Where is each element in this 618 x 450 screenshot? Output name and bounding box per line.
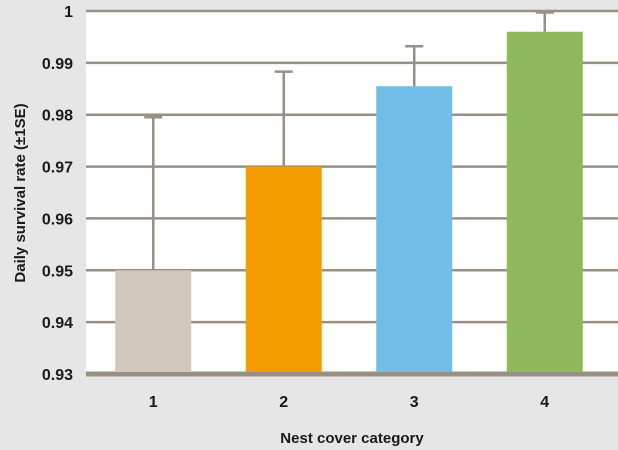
y-tick-label: 0.94	[42, 315, 73, 332]
bars	[115, 31, 583, 372]
x-tick-label: 3	[410, 394, 419, 411]
y-tick-label: 0.93	[42, 367, 73, 384]
bar-2	[245, 166, 322, 372]
y-tick-label: 0.97	[42, 160, 73, 177]
y-tick-label: 0.96	[42, 211, 73, 228]
error-bars	[144, 11, 554, 271]
y-axis-title: Daily survival rate (±1SE)	[12, 103, 29, 282]
y-tick-label: 0.99	[42, 56, 73, 73]
x-axis-title: Nest cover category	[280, 430, 424, 447]
y-tick-labels: 0.93 0.94 0.95 0.96 0.97 0.98 0.99 1	[42, 4, 73, 384]
x-tick-labels: 1 2 3 4	[149, 394, 550, 411]
y-tick-label: 0.98	[42, 108, 73, 125]
bar-1	[115, 270, 192, 372]
x-tick-label: 4	[540, 394, 549, 411]
bar-3	[376, 86, 453, 372]
bar-4	[506, 31, 583, 372]
y-tick-label: 1	[64, 4, 73, 21]
x-tick-label: 2	[279, 394, 288, 411]
y-tick-label: 0.95	[42, 263, 73, 280]
x-tick-label: 1	[149, 394, 158, 411]
